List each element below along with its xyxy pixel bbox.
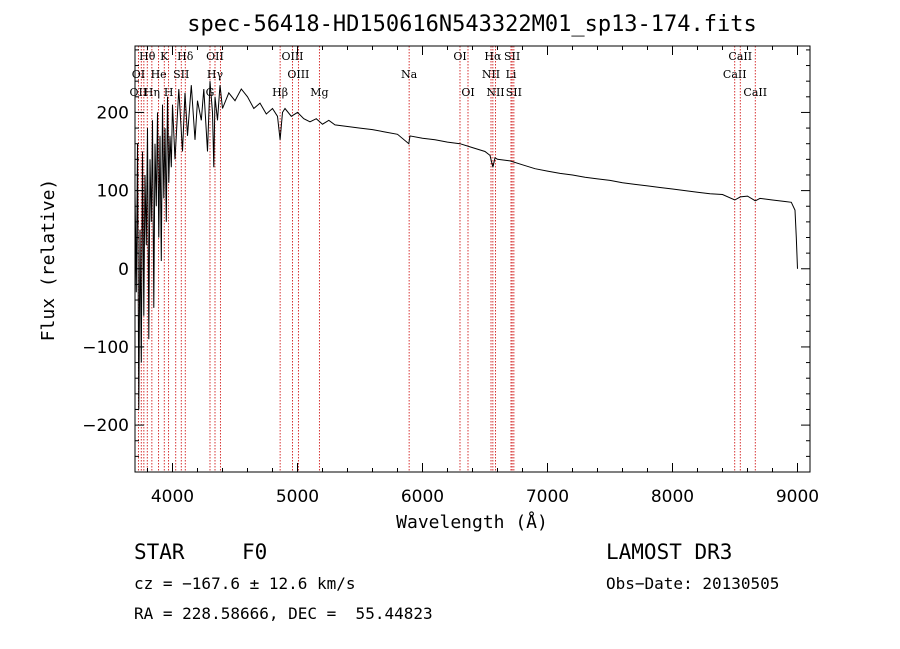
line-label: Hδ [177, 50, 194, 63]
line-label: OI [461, 86, 474, 99]
x-tick-label: 7000 [526, 487, 569, 507]
object-subclass: F0 [242, 540, 268, 564]
line-label: Hγ [207, 68, 224, 81]
survey-name: LAMOST DR3 [606, 540, 733, 564]
line-label: CaII [728, 50, 752, 63]
line-label: SII [504, 50, 520, 63]
line-label: Na [401, 68, 418, 81]
y-tick-label: 200 [97, 103, 129, 123]
line-label: CaII [723, 68, 747, 81]
line-label: Hθ [139, 50, 156, 63]
observation-date: Obs−Date: 20130505 [606, 574, 780, 593]
line-label: Hα [484, 50, 502, 63]
line-markers-layer [137, 46, 756, 472]
line-label: CaII [743, 86, 767, 99]
coordinates: RA = 228.58666, DEC = 55.44823 [134, 604, 433, 623]
y-axis-ticks: −200 −100 0 100 200 [82, 49, 810, 457]
chart-title: spec-56418-HD150616N543322M01_sp13-174.f… [187, 12, 757, 37]
line-label: H [164, 86, 174, 99]
line-label: SII [506, 86, 522, 99]
line-label: He [151, 68, 167, 81]
line-label: OI [132, 68, 145, 81]
x-tick-label: 6000 [401, 487, 444, 507]
object-type: STAR [134, 540, 185, 564]
redshift-cz: cz = −167.6 ± 12.6 km/s [134, 574, 356, 593]
y-tick-label: 100 [97, 182, 129, 202]
y-tick-label: −200 [82, 416, 129, 436]
y-tick-label: −100 [82, 338, 129, 358]
line-label: OII [130, 86, 148, 99]
line-label: Hη [144, 86, 160, 99]
plot-frame [134, 45, 811, 473]
y-axis-label: Flux (relative) [38, 179, 59, 342]
line-label: NII [486, 86, 504, 99]
y-tick-label: 0 [118, 260, 129, 280]
line-label: Li [506, 68, 517, 81]
x-axis-label: Wavelength (Å) [396, 511, 548, 533]
line-label: OIII [287, 68, 309, 81]
line-label: OIII [281, 50, 303, 63]
line-label: Mg [310, 86, 328, 99]
line-label: SII [173, 68, 189, 81]
x-tick-label: 5000 [276, 487, 319, 507]
line-label: NII [482, 68, 500, 81]
line-label: OI [453, 50, 466, 63]
x-tick-label: 4000 [151, 487, 194, 507]
line-label: OII [206, 50, 224, 63]
x-axis-ticks: 4000 5000 6000 7000 8000 9000 [147, 46, 819, 507]
x-tick-label: 8000 [651, 487, 694, 507]
x-tick-label: 9000 [776, 487, 819, 507]
spectrum-line [134, 81, 798, 410]
line-label: Hβ [272, 86, 288, 99]
line-label: K [160, 50, 169, 63]
